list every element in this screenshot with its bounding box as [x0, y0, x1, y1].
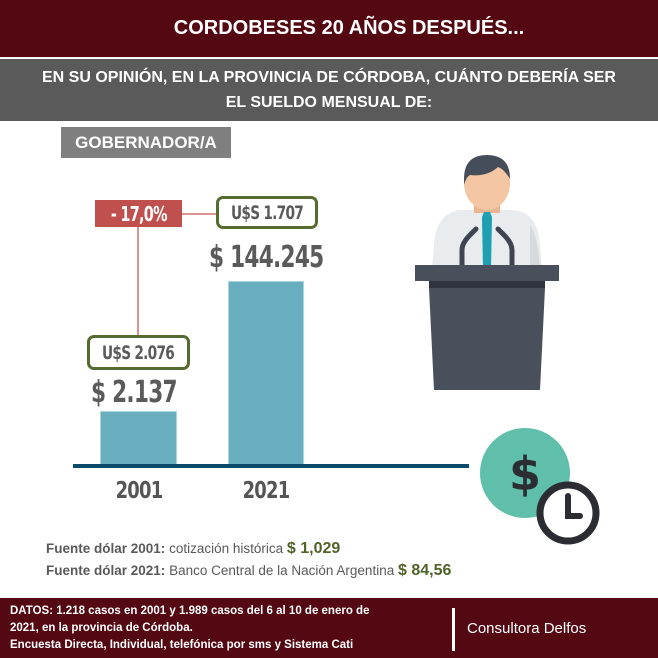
- money-clock-icon: $: [480, 428, 600, 545]
- source-row-2001: Fuente dólar 2001: cotización histórica …: [46, 540, 341, 557]
- methodology-notes: DATOS: 1.218 casos en 2001 y 1.989 casos…: [10, 605, 370, 651]
- page-title: CORDOBESES 20 AÑOS DESPUÉS...: [173, 17, 525, 39]
- usd-label-2021: U$S 1.707: [216, 196, 318, 229]
- value-label-2021: $ 144.245: [209, 240, 324, 275]
- question-line-2: EL SUELDO MENSUAL DE:: [225, 94, 433, 111]
- category-label-2021: 2021: [242, 478, 291, 504]
- currency-sources: Fuente dólar 2001: cotización histórica …: [46, 538, 451, 582]
- brand-name: Consultora Delfos: [467, 620, 587, 637]
- question-banner: EN SU OPINIÓN, EN LA PROVINCIA DE CÓRDOB…: [0, 59, 658, 121]
- question-line-1: EN SU OPINIÓN, EN LA PROVINCIA DE CÓRDOB…: [42, 69, 616, 86]
- connector-line-vertical: [137, 227, 139, 337]
- connector-line-horizontal: [182, 213, 216, 215]
- svg-text:$: $: [509, 447, 541, 501]
- speaker-podium-icon: [415, 155, 559, 390]
- category-label-2001: 2001: [115, 478, 164, 504]
- usd-label-2001: U$S 2.076: [87, 335, 190, 370]
- bar-2021: [228, 281, 304, 465]
- footer-divider: [452, 608, 455, 651]
- bar-2001: [100, 411, 177, 465]
- footer-banner: DATOS: 1.218 casos en 2001 y 1.989 casos…: [0, 598, 658, 658]
- role-tag: GOBERNADOR/A: [61, 127, 231, 158]
- header-banner: CORDOBESES 20 AÑOS DESPUÉS...: [0, 0, 658, 57]
- x-axis-line: [73, 464, 469, 468]
- value-label-2001: $ 2.137: [91, 375, 178, 410]
- source-row-2021: Fuente dólar 2021: Banco Central de la N…: [46, 562, 452, 579]
- change-badge: - 17,0%: [95, 200, 182, 227]
- bar-chart: - 17,0% U$S 1.707 $ 144.245 U$S 2.076 $ …: [73, 196, 469, 504]
